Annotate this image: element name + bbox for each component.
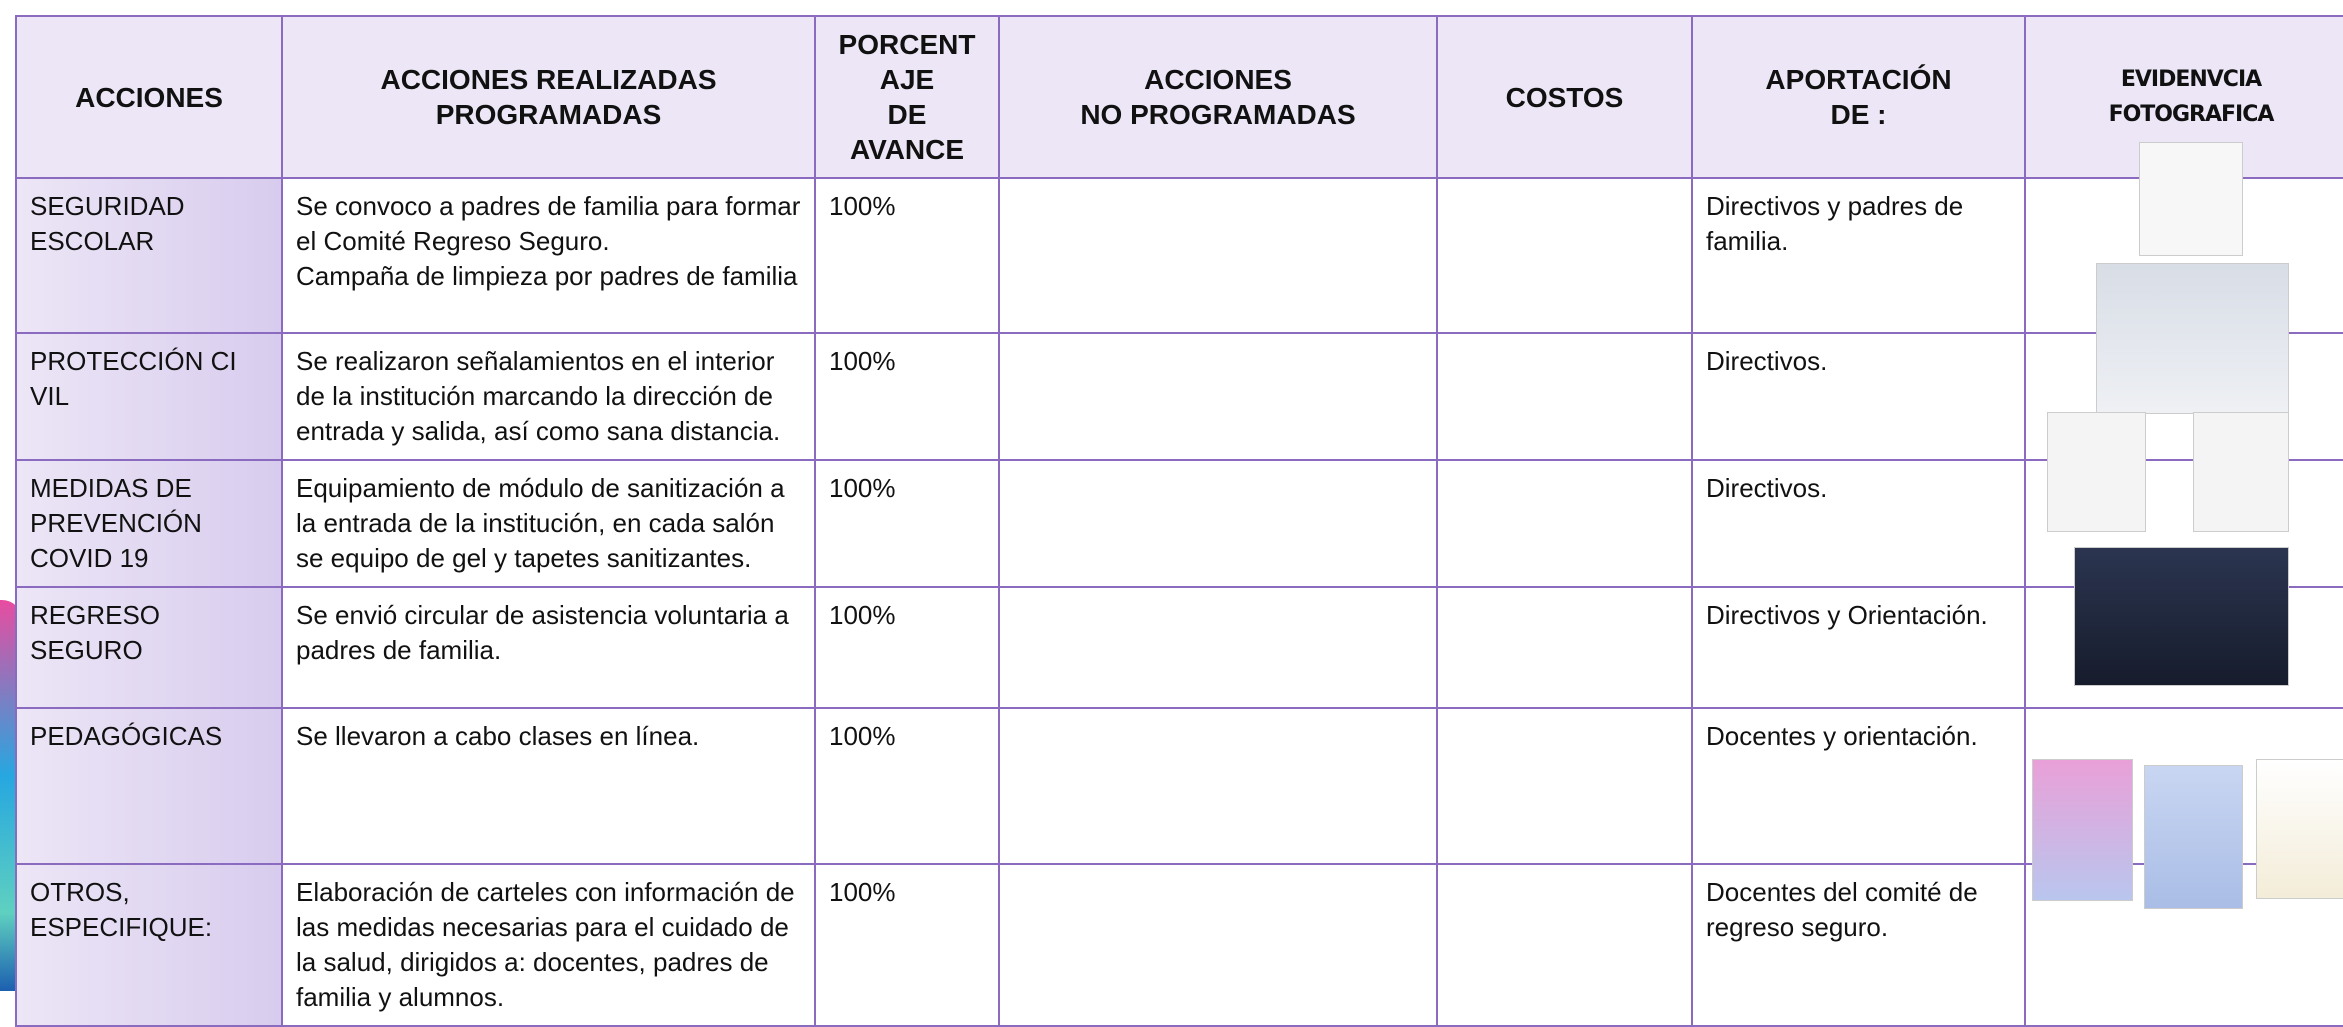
percent-cell: 100% [814, 459, 1000, 588]
done-cell: Se convoco a padres de familia para form… [281, 177, 816, 334]
contribution-cell: Directivos y padres de familia. [1691, 177, 2026, 334]
photo-poster [2256, 759, 2343, 899]
unplanned-cell [998, 459, 1438, 588]
table-row: SEGURIDAD ESCOLAR Se convoco a padres de … [15, 177, 2343, 334]
photo-poster [2032, 759, 2133, 901]
action-cell: OTROS, ESPECIFIQUE: [15, 863, 283, 1027]
column-header: APORTACIÓN DE : [1691, 15, 2026, 179]
column-header: ACCIONES REALIZADAS PROGRAMADAS [281, 15, 816, 179]
percent-cell: 100% [814, 177, 1000, 334]
photo-signage [2096, 263, 2289, 414]
contribution-cell: Directivos y Orientación. [1691, 586, 2026, 709]
action-cell: SEGURIDAD ESCOLAR [15, 177, 283, 334]
column-header: PORCENT AJE DE AVANCE [814, 15, 1000, 179]
unplanned-cell [998, 707, 1438, 865]
table-row: OTROS, ESPECIFIQUE: Elaboración de cartel… [15, 863, 2343, 1027]
done-cell: Elaboración de carteles con información … [281, 863, 816, 1027]
contribution-cell: Directivos. [1691, 459, 2026, 588]
done-cell: Se realizaron señalamientos en el interi… [281, 332, 816, 461]
column-header: ACCIONES [15, 15, 283, 179]
photo-document [2193, 412, 2289, 532]
done-cell: Se envió circular de asistencia voluntar… [281, 586, 816, 709]
done-cell: Se llevaron a cabo clases en línea. [281, 707, 816, 865]
action-cell: PROTECCIÓN CI VIL [15, 332, 283, 461]
cost-cell [1436, 459, 1693, 588]
unplanned-cell [998, 586, 1438, 709]
cost-cell [1436, 707, 1693, 865]
header-row: ACCIONES ACCIONES REALIZADAS PROGRAMADAS P… [15, 15, 2343, 179]
unplanned-cell [998, 332, 1438, 461]
cost-cell [1436, 863, 1693, 1027]
photo-online-class [2074, 547, 2289, 686]
table-row: MEDIDAS DE PREVENCIÓN COVID 19 Equipamien… [15, 459, 2343, 588]
column-header: COSTOS [1436, 15, 1693, 179]
table-row: PEDAGÓGICAS Se llevaron a cabo clases en … [15, 707, 2343, 865]
cost-cell [1436, 332, 1693, 461]
percent-cell: 100% [814, 707, 1000, 865]
action-cell: MEDIDAS DE PREVENCIÓN COVID 19 [15, 459, 283, 588]
photo-document [2047, 412, 2146, 532]
unplanned-cell [998, 863, 1438, 1027]
table-row: PROTECCIÓN CI VIL Se realizaron señalamie… [15, 332, 2343, 461]
action-cell: REGRESO SEGURO [15, 586, 283, 709]
photo-poster [2144, 765, 2243, 909]
actions-table: ACCIONES ACCIONES REALIZADAS PROGRAMADAS P… [15, 15, 2343, 1027]
contribution-cell: Docentes y orientación. [1691, 707, 2026, 865]
table-row: REGRESO SEGURO Se envió circular de asist… [15, 586, 2343, 709]
percent-cell: 100% [814, 863, 1000, 1027]
percent-cell: 100% [814, 586, 1000, 709]
page: ACCIONES ACCIONES REALIZADAS PROGRAMADAS P… [0, 15, 2343, 1027]
done-cell: Equipamiento de módulo de sanitización a… [281, 459, 816, 588]
photo-document [2139, 142, 2243, 256]
action-cell: PEDAGÓGICAS [15, 707, 283, 865]
percent-cell: 100% [814, 332, 1000, 461]
unplanned-cell [998, 177, 1438, 334]
cost-cell [1436, 177, 1693, 334]
column-header: ACCIONES NO PROGRAMADAS [998, 15, 1438, 179]
contribution-cell: Directivos. [1691, 332, 2026, 461]
contribution-cell: Docentes del comité de regreso seguro. [1691, 863, 2026, 1027]
cost-cell [1436, 586, 1693, 709]
